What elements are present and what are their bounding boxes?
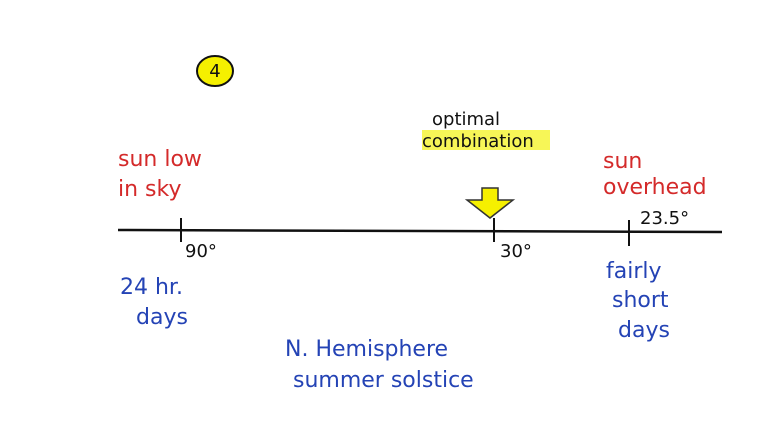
left-label: in sky [118, 177, 182, 202]
badge-circle [196, 55, 234, 87]
tick-label: 23.5° [640, 208, 689, 229]
axis-line [117, 228, 723, 234]
right-note: short [612, 288, 669, 313]
tick-label: 30° [500, 241, 532, 262]
left-note: days [136, 305, 188, 330]
badge-text: 4 [209, 61, 220, 82]
tick-label: 90° [185, 241, 217, 262]
annotation-line: optimal [432, 109, 500, 130]
highlight [422, 130, 550, 150]
right-note: fairly [606, 259, 662, 284]
annotation-line: combination [422, 131, 534, 152]
left-label: sun low [118, 147, 202, 172]
caption: N. Hemisphere [285, 337, 448, 362]
left-note: 24 hr. [120, 275, 183, 300]
right-note: days [618, 318, 670, 343]
caption: summer solstice [293, 368, 474, 393]
right-label: overhead [603, 175, 707, 200]
right-label: sun [603, 149, 642, 174]
arrow [464, 187, 516, 219]
